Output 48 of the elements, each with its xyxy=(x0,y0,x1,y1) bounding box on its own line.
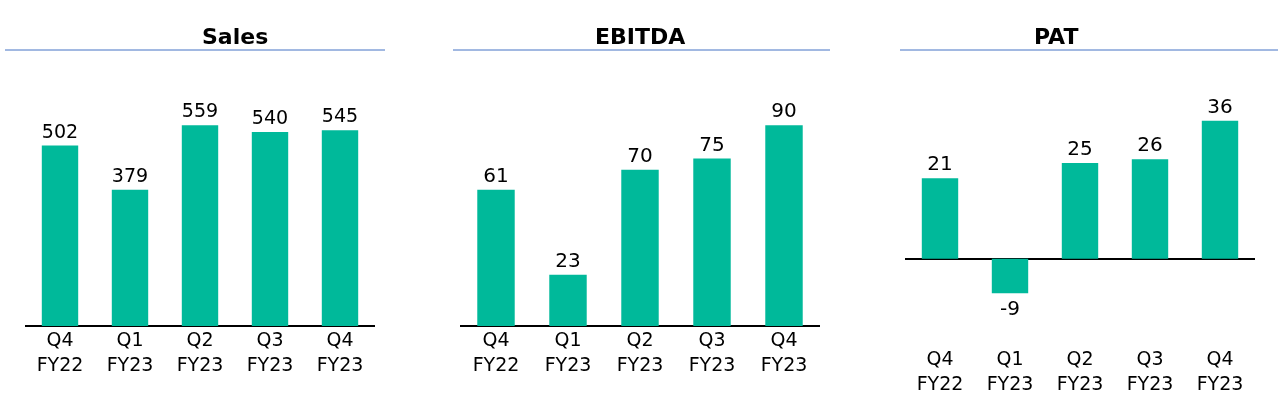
data-label: 26 xyxy=(1137,132,1163,157)
x-tick-label: Q3 FY23 xyxy=(688,328,736,375)
data-label: 75 xyxy=(699,131,725,156)
bar xyxy=(321,130,359,326)
data-label: 70 xyxy=(627,142,653,167)
bar xyxy=(549,274,587,326)
data-label: 559 xyxy=(181,99,219,122)
data-label: 545 xyxy=(321,104,359,127)
x-tick-label: Q3 FY23 xyxy=(246,328,294,375)
x-tick-label: Q4 FY22 xyxy=(36,328,84,375)
x-tick-label: Q1 FY23 xyxy=(986,347,1034,394)
chart-title: Sales xyxy=(202,24,269,49)
data-label: 23 xyxy=(555,247,581,272)
bar xyxy=(111,189,149,326)
x-tick-label: Q1 FY23 xyxy=(544,328,592,375)
x-tick-label: Q2 FY23 xyxy=(176,328,224,375)
x-tick-label: Q4 FY23 xyxy=(760,328,808,375)
bar xyxy=(921,178,959,259)
x-tick-label: Q4 FY23 xyxy=(1196,347,1244,394)
x-tick-label: Q4 FY22 xyxy=(472,328,520,375)
x-tick-label: Q2 FY23 xyxy=(1056,347,1104,394)
x-tick-label: Q1 FY23 xyxy=(106,328,154,375)
data-label: 540 xyxy=(251,106,289,129)
bar xyxy=(477,189,515,326)
bar xyxy=(41,145,79,326)
bar xyxy=(251,131,289,326)
data-label: 36 xyxy=(1207,93,1233,118)
chart-title: EBITDA xyxy=(595,24,686,49)
x-tick-label: Q2 FY23 xyxy=(616,328,664,375)
data-label: 379 xyxy=(111,164,149,187)
bar xyxy=(1061,163,1099,259)
data-label: 21 xyxy=(927,151,953,176)
data-label: 25 xyxy=(1067,136,1093,161)
bar xyxy=(765,125,803,326)
data-label: -9 xyxy=(1000,296,1020,321)
bar xyxy=(181,125,219,326)
data-label: 61 xyxy=(483,162,509,187)
data-label: 90 xyxy=(771,98,797,123)
x-tick-label: Q4 FY22 xyxy=(916,347,964,394)
bar xyxy=(693,158,731,326)
x-tick-label: Q4 FY23 xyxy=(316,328,364,375)
bar xyxy=(1201,120,1239,259)
chart-title: PAT xyxy=(1034,24,1079,49)
data-label: 502 xyxy=(41,119,79,142)
bar xyxy=(1131,159,1169,259)
bar xyxy=(621,169,659,326)
bar xyxy=(991,258,1029,294)
x-tick-label: Q3 FY23 xyxy=(1126,347,1174,394)
